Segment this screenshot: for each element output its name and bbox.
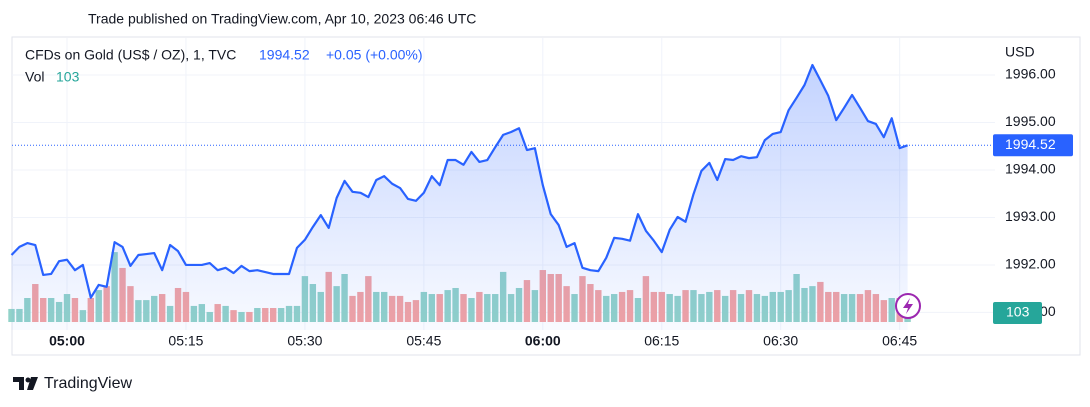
volume-legend: Vol [25,69,44,85]
area-fill [11,65,908,330]
x-tick-label: 06:30 [763,333,798,349]
plot: 05:00 05:15 05:30 05:45 06:00 06:15 06:30 06:45 [8,38,995,349]
chart-frame [11,36,1081,356]
x-tick-label: 06:15 [644,333,679,349]
volume-value-label: 103 [1006,304,1030,320]
y-tick-label: 1996.00 [1005,66,1056,82]
last-price-label: 1994.52 [1005,136,1056,152]
y-tick-label: 1994.00 [1005,161,1056,177]
x-tick-label: 05:30 [287,333,322,349]
y-tick-label: 1992.00 [1005,256,1056,272]
last-price-box [993,134,1073,157]
legend-change: +0.05 (+0.00%) [326,47,423,63]
legend-value: 1994.52 [259,47,310,63]
y-axis-label: USD [1005,44,1035,60]
y-tick-label: 1995.00 [1005,113,1056,129]
x-tick-label: 05:45 [406,333,441,349]
brand-logo [13,377,38,390]
x-tick-label: 06:00 [525,333,561,349]
brand-name: TradingView [44,375,132,392]
chart-title: CFDs on Gold (US$ / OZ), 1, TVC [25,47,236,63]
alert-icon [895,293,921,319]
volume-value-box [993,302,1042,324]
price-line [10,63,908,299]
x-tick-label: 05:15 [168,333,203,349]
header: Trade published on TradingView.com, Apr … [88,11,476,27]
x-tick-label: 05:00 [49,333,85,349]
y-tick-label: 1993.00 [1005,208,1056,224]
volume-legend-value: 103 [56,69,80,85]
x-tick-label: 06:45 [882,333,917,349]
